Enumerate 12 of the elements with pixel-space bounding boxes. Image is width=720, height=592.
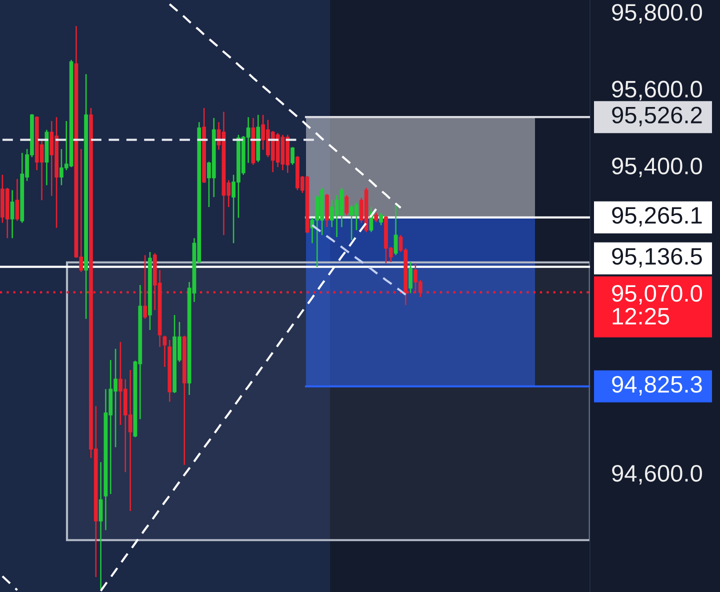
ref-line-label: 95,265.1 bbox=[612, 207, 702, 227]
line-series bbox=[168, 3, 402, 209]
line-series bbox=[1, 575, 18, 592]
y-tick-label: 95,800.0 bbox=[612, 4, 702, 24]
y-tick-label: 95,400.0 bbox=[612, 158, 702, 178]
ref-line-label: 95,136.5 bbox=[612, 248, 702, 268]
y-tick-label: 94,600.0 bbox=[612, 464, 702, 484]
ref-line-label: 94,825.3 bbox=[612, 376, 702, 396]
candlestick bbox=[98, 462, 103, 589]
ref-line-label: 95,070.0 12:25 bbox=[612, 285, 702, 325]
ref-line-label: 95,526.2 bbox=[612, 106, 702, 126]
y-tick-label: 95,600.0 bbox=[612, 80, 702, 100]
